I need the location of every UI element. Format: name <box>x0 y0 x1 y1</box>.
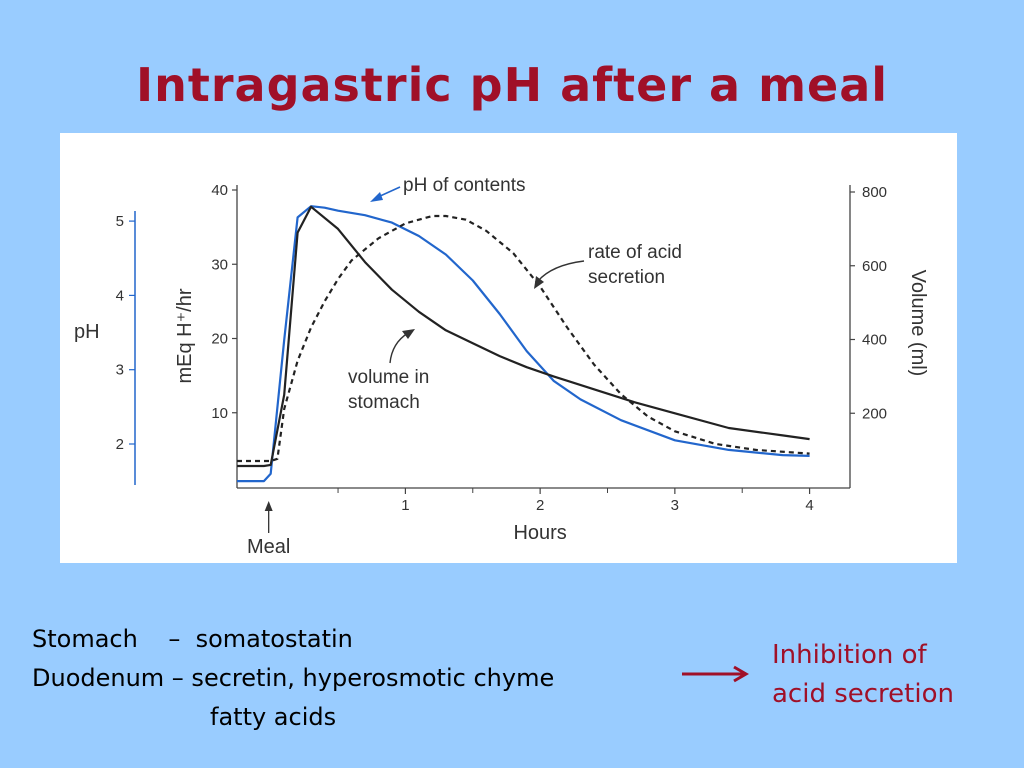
annotation-volume-pointer <box>389 332 409 364</box>
annotation-ph-arrowhead <box>370 192 383 202</box>
annotation-acid-line-1: rate of acid <box>588 242 682 263</box>
x-tick-label: 1 <box>401 497 409 514</box>
chart-series <box>237 205 810 483</box>
acid-secretion-line <box>237 214 810 463</box>
right-tick-label: 400 <box>862 332 887 349</box>
ph-tick-label: 2 <box>116 436 124 453</box>
annotation-volume-line-2: stomach <box>348 392 420 413</box>
annotation-volume-line-1: volume in <box>348 367 429 388</box>
x-tick-label: 3 <box>671 497 679 514</box>
note-fatty-acids: fatty acids <box>210 703 337 731</box>
volume-in-stomach-line <box>237 205 810 468</box>
left-tick-label: 20 <box>211 331 228 348</box>
right-tick-label: 600 <box>862 258 887 275</box>
ph-tick-label: 5 <box>116 213 124 230</box>
meal-label: Meal <box>247 536 290 558</box>
annotation-ph-of-contents: pH of contents <box>403 175 526 196</box>
chart-labels: 1 2 3 4 Hours Meal 10 20 30 40 mEq H⁺/hr 200 400 600 8… <box>74 175 929 558</box>
left-tick-label: 40 <box>211 182 228 199</box>
conclusion-line-2: acid secretion <box>772 679 954 709</box>
left-tick-label: 30 <box>211 256 228 273</box>
left-axis-title: mEq H⁺/hr <box>174 288 196 383</box>
regulation-notes: Stomach – somatostatin Duodenum – secret… <box>32 620 554 737</box>
chart-axes <box>129 185 855 533</box>
right-axis-title: Volume (ml) <box>907 270 929 377</box>
note-duodenum: Duodenum – secretin, hyperosmotic chyme <box>32 664 555 692</box>
x-axis-title: Hours <box>513 522 566 544</box>
chart-svg: 1 2 3 4 Hours Meal 10 20 30 40 mEq H⁺/hr 200 400 600 8… <box>74 175 929 558</box>
right-tick-label: 800 <box>862 184 887 201</box>
conclusion-line-1: Inhibition of <box>772 640 927 670</box>
ph-tick-label: 4 <box>116 287 124 304</box>
x-tick-label: 4 <box>805 497 813 514</box>
left-tick-label: 10 <box>211 405 228 422</box>
ph-tick-label: 3 <box>116 362 124 379</box>
slide-title: Intragastric pH after a meal <box>135 58 889 112</box>
right-arrow-icon <box>682 665 749 683</box>
annotation-volume-arrowhead <box>402 329 415 339</box>
note-stomach: Stomach – somatostatin <box>32 625 353 653</box>
annotation-acid-pointer <box>537 260 585 282</box>
annotation-acid-arrowhead <box>534 276 544 289</box>
annotation-ph-pointer <box>377 186 401 198</box>
right-tick-label: 200 <box>862 405 887 422</box>
meal-arrowhead <box>264 501 273 511</box>
annotation-acid-line-2: secretion <box>588 267 665 288</box>
ph-axis-title: pH <box>74 321 100 343</box>
conclusion-text: Inhibition of acid secretion <box>772 636 954 714</box>
ph-of-contents-line <box>237 205 810 483</box>
x-tick-label: 2 <box>536 497 544 514</box>
chart-figure: 1 2 3 4 Hours Meal 10 20 30 40 mEq H⁺/hr 200 400 600 8… <box>60 133 957 563</box>
